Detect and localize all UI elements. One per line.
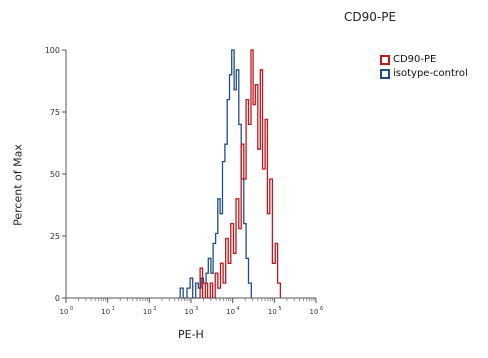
x-tick-label-0: 10 <box>60 308 69 316</box>
x-tick-label-exponent-1: 1 <box>112 306 115 312</box>
y-axis-label: Percent of Max <box>11 144 25 226</box>
x-tick-label-3: 10 <box>185 308 194 316</box>
x-tick-label-6: 10 <box>310 308 319 316</box>
y-tick-label-0: 0 <box>55 294 60 303</box>
legend-swatch-isotype-control <box>380 69 390 79</box>
legend-swatch-cd90-pe <box>380 55 390 65</box>
x-tick-label-exponent-5: 5 <box>278 306 281 312</box>
legend-label-cd90-pe: CD90-PE <box>393 54 437 65</box>
x-tick-label-exponent-6: 6 <box>320 306 323 312</box>
x-axis-label: PE-H <box>178 328 204 341</box>
x-tick-label-exponent-0: 0 <box>70 306 73 312</box>
x-tick-label-exponent-3: 3 <box>195 306 198 312</box>
legend: CD90-PE isotype-control <box>380 53 468 81</box>
y-tick-label-75: 75 <box>50 108 60 117</box>
x-tick-label-5: 10 <box>268 308 277 316</box>
y-tick-label-25: 25 <box>50 232 60 241</box>
x-tick-label-4: 10 <box>226 308 235 316</box>
chart-title: CD90-PE <box>344 10 397 24</box>
x-tick-label-2: 10 <box>143 308 152 316</box>
legend-item-cd90-pe[interactable]: CD90-PE <box>380 53 468 67</box>
x-tick-label-exponent-4: 4 <box>237 306 240 312</box>
histogram-series-cd90-pe <box>197 49 282 299</box>
y-tick-label-100: 100 <box>45 46 60 55</box>
x-tick-label-1: 10 <box>101 308 110 316</box>
legend-item-isotype-control[interactable]: isotype-control <box>380 67 468 81</box>
y-tick-label-50: 50 <box>50 170 60 179</box>
legend-label-isotype-control: isotype-control <box>393 68 468 79</box>
x-tick-label-exponent-2: 2 <box>153 306 156 312</box>
y-axis-label-wrap: Percent of Max <box>2 130 34 240</box>
